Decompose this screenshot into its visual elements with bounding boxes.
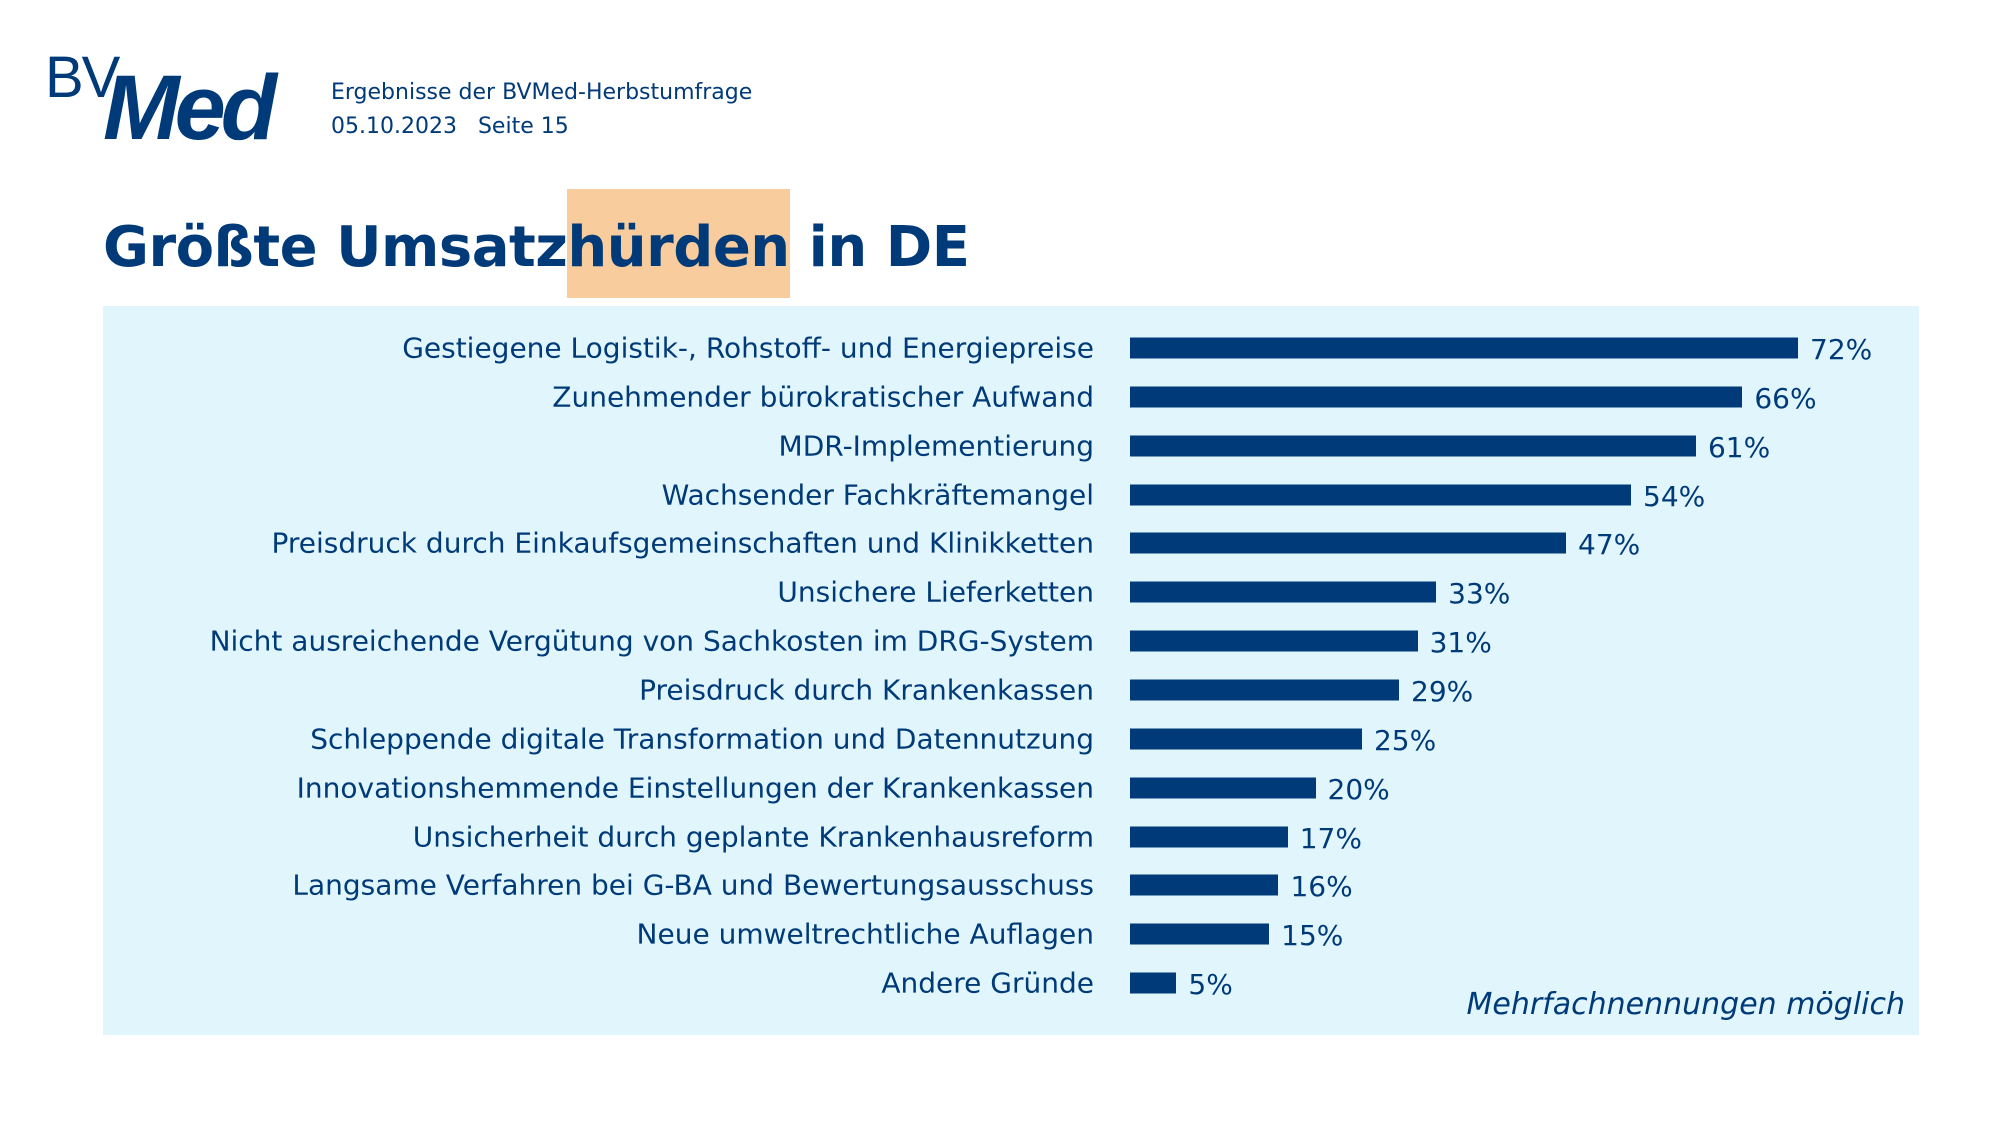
value-label: 15%: [1281, 919, 1344, 953]
value-label: 72%: [1810, 333, 1873, 367]
report-date-page: 05.10.2023 Seite 15: [331, 114, 569, 139]
logo-med: Med: [103, 57, 277, 159]
chart-panel: [103, 306, 1919, 1035]
value-label: 54%: [1643, 479, 1706, 513]
value-label: 31%: [1429, 626, 1492, 660]
bar: [1130, 728, 1362, 750]
bar: [1130, 972, 1177, 994]
bar: [1130, 532, 1567, 554]
bar: [1130, 337, 1798, 359]
value-label: 25%: [1373, 723, 1437, 757]
category-label: Wachsender Fachkräftemangel: [661, 478, 1094, 512]
category-label: Preisdruck durch Einkaufsgemeinschaften …: [271, 526, 1095, 560]
value-label: 5%: [1188, 968, 1233, 1002]
category-label: Langsame Verfahren bei G-BA und Bewertun…: [292, 868, 1094, 902]
bvmed-logo: BV Med: [45, 44, 305, 154]
bar: [1130, 826, 1288, 847]
title-part: in DE: [789, 215, 970, 280]
category-label: Gestiegene Logistik-, Rohstoff- und Ener…: [402, 331, 1094, 365]
bar: [1130, 386, 1743, 408]
category-label: Andere Gründe: [881, 966, 1094, 1000]
logo-bv: BV: [45, 45, 120, 110]
category-label: Zunehmender bürokratischer Aufwand: [552, 380, 1094, 414]
bar: [1130, 484, 1631, 506]
value-label: 17%: [1299, 821, 1362, 855]
category-label: Neue umweltrechtliche Auflagen: [636, 917, 1094, 951]
value-label: 61%: [1707, 430, 1771, 464]
value-label: 66%: [1754, 381, 1817, 415]
value-label: 16%: [1290, 870, 1353, 904]
category-label: Innovationshemmende Einstellungen der Kr…: [296, 771, 1094, 805]
bar: [1130, 874, 1279, 896]
bar: [1130, 581, 1437, 603]
category-label: Preisdruck durch Krankenkassen: [639, 673, 1094, 707]
bar: [1130, 679, 1400, 701]
bar: [1130, 435, 1696, 457]
bar: [1130, 630, 1418, 652]
category-label: Unsicherheit durch geplante Krankenhausr…: [412, 820, 1094, 853]
category-label: MDR-Implementierung: [778, 429, 1094, 463]
value-label: 47%: [1578, 528, 1641, 562]
report-subtitle: Ergebnisse der BVMed-Herbstumfrage: [331, 80, 753, 105]
chart-note: Mehrfachnennungen möglich: [1466, 987, 1905, 1022]
title-part: Größte Umsatz: [103, 215, 568, 280]
bar: [1130, 923, 1270, 945]
report-date: 05.10.2023: [331, 114, 457, 139]
category-label: Unsichere Lieferketten: [777, 575, 1094, 609]
category-label: Schleppende digitale Transformation und …: [310, 722, 1094, 756]
value-label: 20%: [1327, 772, 1390, 806]
page-number: Seite 15: [477, 114, 569, 139]
value-label: 33%: [1448, 577, 1511, 611]
page-title: Größte Umsatzhürden in DE: [103, 189, 970, 298]
bar: [1130, 777, 1316, 799]
value-label: 29%: [1411, 675, 1474, 709]
title-highlight: hürden: [567, 189, 790, 298]
category-label: Nicht ausreichende Vergütung von Sachkos…: [209, 624, 1094, 658]
